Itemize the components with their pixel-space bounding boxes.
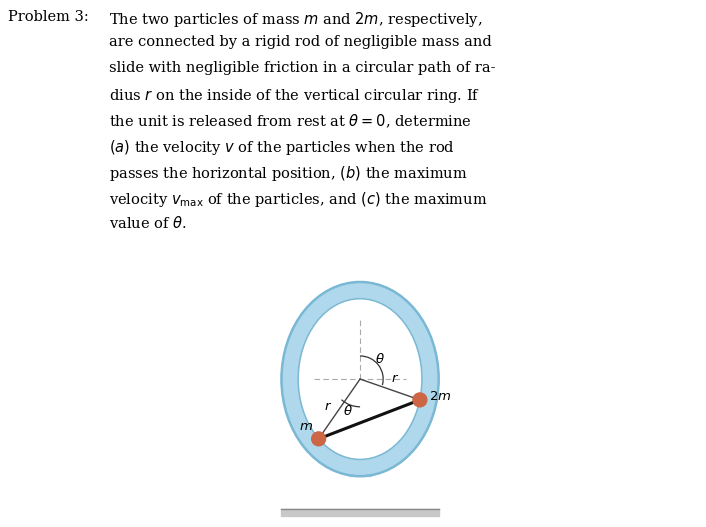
Circle shape — [413, 393, 427, 407]
Text: $(a)$ the velocity $v$ of the particles when the rod: $(a)$ the velocity $v$ of the particles … — [109, 138, 455, 157]
Text: slide with negligible friction in a circular path of ra-: slide with negligible friction in a circ… — [109, 61, 496, 75]
Text: $r$: $r$ — [390, 372, 399, 385]
Bar — [349, 437, 371, 476]
Text: velocity $v_{\mathrm{max}}$ of the particles, and $(c)$ the maximum: velocity $v_{\mathrm{max}}$ of the parti… — [109, 190, 488, 209]
Text: $\theta$: $\theta$ — [376, 352, 385, 366]
Text: dius $r$ on the inside of the vertical circular ring. If: dius $r$ on the inside of the vertical c… — [109, 87, 481, 105]
Text: passes the horizontal position, $(b)$ the maximum: passes the horizontal position, $(b)$ th… — [109, 164, 468, 183]
Text: $r$: $r$ — [324, 399, 333, 413]
Text: the unit is released from rest at $\theta = 0$, determine: the unit is released from rest at $\thet… — [109, 113, 472, 130]
Ellipse shape — [298, 299, 422, 460]
Text: $m$: $m$ — [299, 421, 313, 433]
Ellipse shape — [282, 282, 438, 476]
Text: $\theta$: $\theta$ — [343, 404, 353, 417]
Text: Problem 3:: Problem 3: — [8, 10, 89, 24]
Text: are connected by a rigid rod of negligible mass and: are connected by a rigid rod of negligib… — [109, 35, 492, 50]
Circle shape — [311, 432, 325, 446]
Bar — [282, 510, 438, 516]
Text: The two particles of mass $m$ and $2m$, respectively,: The two particles of mass $m$ and $2m$, … — [109, 10, 483, 29]
Text: value of $\theta$.: value of $\theta$. — [109, 216, 187, 231]
Text: $2m$: $2m$ — [429, 389, 451, 403]
